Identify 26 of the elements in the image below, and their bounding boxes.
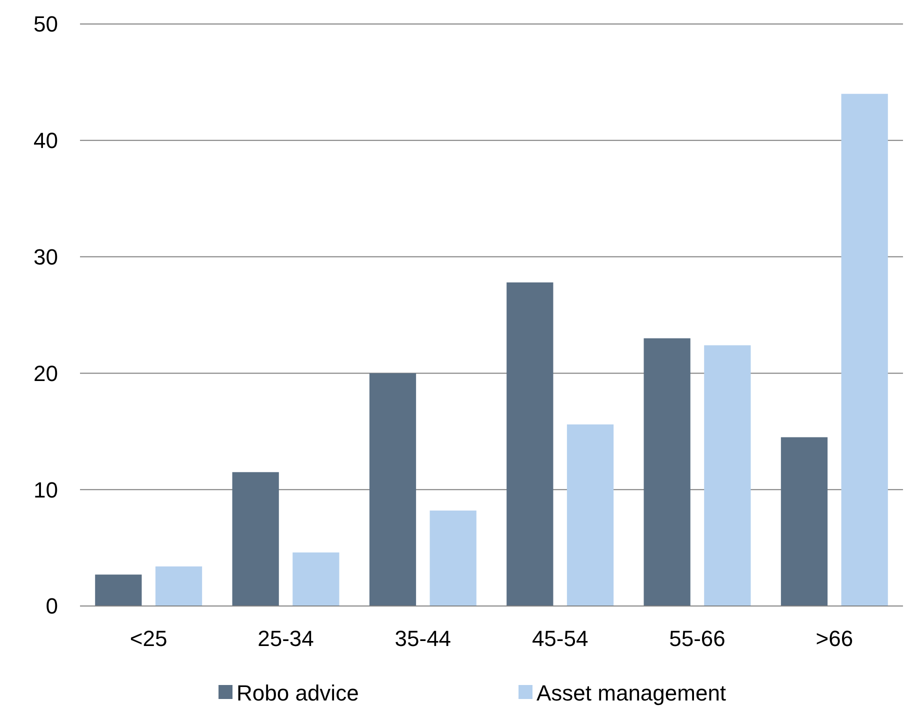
bar	[155, 566, 202, 606]
bar	[369, 373, 416, 606]
bar	[430, 510, 476, 606]
x-tick-label: <25	[130, 626, 168, 651]
x-tick-label: 55-66	[669, 626, 726, 651]
bar	[780, 437, 828, 606]
y-tick-label: 0	[46, 594, 58, 619]
bar	[644, 338, 690, 606]
x-tick-label: 35-44	[394, 626, 452, 651]
y-tick-label: 40	[34, 128, 58, 154]
legend-label: Robo advice	[236, 680, 359, 706]
bar	[841, 94, 888, 606]
y-tick-label: 30	[34, 244, 58, 270]
bar	[95, 574, 142, 606]
bar	[506, 282, 554, 606]
x-tick-label: >66	[816, 626, 854, 651]
bar	[292, 552, 340, 606]
x-tick-label: 45-54	[532, 626, 588, 651]
bar	[232, 472, 279, 606]
y-tick-label: 50	[34, 12, 58, 37]
x-tick-label: 25-34	[258, 626, 314, 651]
legend-label: Asset management	[536, 680, 726, 706]
bar	[704, 345, 751, 606]
bar	[566, 424, 614, 606]
y-tick-label: 20	[34, 360, 58, 386]
y-tick-label: 10	[34, 477, 58, 502]
